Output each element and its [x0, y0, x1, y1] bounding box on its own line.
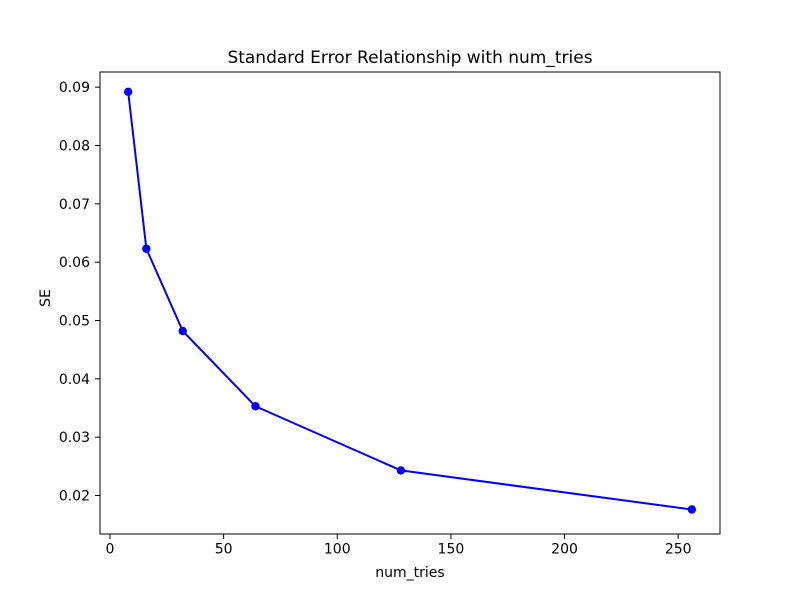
data-point-marker: [142, 244, 151, 253]
plot-area: [99, 71, 721, 535]
data-point-marker: [687, 505, 697, 514]
data-point-marker: [396, 466, 406, 475]
y-tick-label: 0.07: [59, 197, 90, 213]
x-tick-label: 100: [324, 542, 351, 558]
x-tick-label: 50: [215, 542, 233, 558]
data-point-marker: [178, 326, 187, 336]
y-axis-ticks: 0.02 0.03 0.04 0.05 0.06 0.07 0.08 0.09: [59, 80, 100, 505]
y-axis-label: SE: [38, 289, 54, 307]
data-point-marker: [123, 87, 133, 97]
x-tick-label: 250: [665, 542, 692, 558]
y-tick-label: 0.04: [59, 372, 90, 388]
y-tick-label: 0.02: [59, 489, 90, 505]
y-tick-label: 0.06: [59, 255, 90, 271]
y-tick-label: 0.08: [59, 139, 90, 155]
x-tick-label: 0: [106, 542, 115, 558]
y-tick-label: 0.05: [59, 314, 90, 330]
x-axis-ticks: 0 50 100 150 200 250: [106, 534, 692, 558]
chart-title: Standard Error Relationship with num_tri…: [227, 48, 592, 68]
series-line: [127, 90, 693, 511]
x-tick-label: 200: [551, 542, 578, 558]
y-tick-label: 0.03: [59, 430, 90, 446]
x-tick-label: 150: [438, 542, 465, 558]
series-markers: [123, 87, 697, 514]
data-point-marker: [251, 402, 260, 411]
x-axis-label: num_tries: [375, 565, 444, 581]
y-tick-label: 0.09: [59, 80, 90, 96]
